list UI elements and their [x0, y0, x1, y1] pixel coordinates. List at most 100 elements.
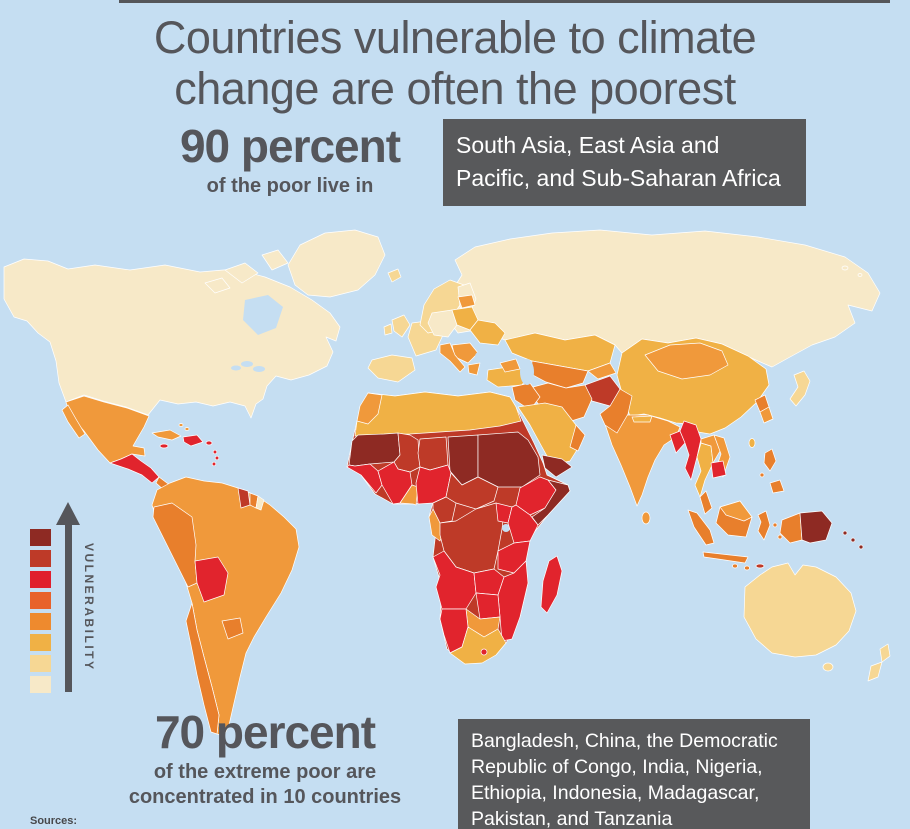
region-nepal	[631, 415, 653, 423]
region-west-papua	[779, 512, 803, 544]
region-jamaica	[159, 443, 169, 449]
region-japan	[789, 370, 811, 407]
region-antilles-c	[211, 461, 217, 467]
legend-label: VULNERABILITY	[82, 543, 96, 672]
region-new-zealand-north	[879, 643, 891, 663]
page-title: Countries vulnerable to climate change a…	[153, 12, 757, 115]
legend-swatch-8	[30, 676, 51, 693]
region-hispaniola	[182, 434, 204, 447]
region-saudi-arabia	[517, 402, 581, 466]
region-taiwan	[748, 438, 756, 448]
stat-90-value: 90 percent	[179, 120, 401, 172]
region-south-korea	[759, 406, 774, 424]
region-lesser-sunda-a	[732, 563, 738, 569]
region-great-lake-b	[253, 366, 265, 372]
region-cuba	[151, 429, 182, 441]
region-lesser-sunda-b	[744, 565, 750, 571]
region-black-sea	[475, 349, 505, 363]
region-bahamas-a	[178, 423, 184, 427]
region-borneo-malaysia	[719, 500, 753, 522]
region-bahamas-b	[184, 427, 190, 431]
region-mexico	[65, 395, 150, 464]
region-australia	[743, 562, 857, 658]
region-malay-peninsula	[699, 490, 713, 515]
region-lesotho	[480, 648, 488, 656]
region-paraguay	[221, 617, 244, 640]
region-north-america	[3, 258, 341, 419]
world-map	[3, 229, 891, 737]
region-great-lake-a	[241, 361, 253, 367]
region-angola	[432, 550, 477, 610]
stat-90-caption: of the poor live in	[206, 175, 374, 198]
region-iceland	[387, 268, 402, 283]
region-sri-lanka	[641, 511, 651, 525]
sources-label: Sources:	[30, 815, 78, 827]
region-arctic-isle-d	[841, 265, 849, 271]
region-north-africa	[354, 391, 522, 437]
region-pakistan	[599, 388, 633, 434]
region-philippines-mindanao	[769, 479, 785, 494]
region-central-african-republic	[445, 472, 499, 510]
region-iberia	[367, 354, 416, 383]
region-moluccas-a	[772, 522, 778, 528]
legend-swatch-7	[30, 655, 51, 672]
countries-box: Bangladesh, China, the Democratic Republ…	[458, 719, 810, 829]
region-sumatra	[687, 509, 715, 546]
region-puerto-rico	[205, 440, 213, 446]
region-kenya	[507, 504, 539, 544]
region-solomons-c	[858, 544, 864, 550]
stat-70-caption: of the extreme poor are concentrated in …	[128, 761, 402, 808]
region-niger	[417, 436, 449, 471]
legend-swatch-6	[30, 634, 51, 651]
region-greenland	[287, 229, 386, 298]
legend-swatch-5	[30, 613, 51, 630]
stat-70-percent: 70 percent of the extreme poor are conce…	[105, 708, 425, 809]
region-peru-ecuador	[152, 502, 198, 588]
region-antilles-a	[212, 449, 218, 455]
stat-90-percent: 90 percent of the poor live in	[140, 122, 440, 199]
legend-swatch-3	[30, 571, 51, 588]
legend-swatch-4	[30, 592, 51, 609]
region-madagascar	[540, 555, 563, 614]
region-mauritania	[348, 432, 401, 467]
region-cambodia	[710, 460, 727, 479]
region-solomons-a	[842, 530, 848, 536]
stat-70-value: 70 percent	[154, 706, 376, 758]
region-sulawesi	[757, 510, 771, 541]
region-greece	[467, 362, 481, 376]
region-caspian-sea	[520, 359, 534, 385]
region-timor	[755, 563, 765, 569]
region-myanmar	[679, 420, 702, 481]
region-oman	[569, 424, 586, 452]
region-ukraine	[469, 319, 506, 346]
region-italy	[439, 342, 466, 373]
region-central-america	[109, 453, 160, 484]
region-arctic-isle-e	[857, 273, 863, 277]
region-mongolia	[644, 342, 729, 380]
legend-swatch-1	[30, 529, 51, 546]
region-india	[603, 414, 681, 507]
region-morocco	[356, 392, 383, 425]
region-arctic-island-b	[261, 249, 289, 271]
region-yemen	[541, 454, 573, 478]
legend-swatches	[30, 529, 51, 697]
region-new-zealand-south	[867, 661, 883, 682]
top-edge-bar	[119, 0, 890, 3]
arrow-line	[65, 522, 72, 692]
region-kyrgyzstan-tajikistan	[587, 362, 617, 380]
legend-swatch-2	[30, 550, 51, 567]
region-papua-new-guinea	[799, 510, 833, 544]
region-zimbabwe	[475, 592, 501, 620]
region-french-guiana	[255, 495, 265, 511]
region-philippines-visayas	[759, 472, 765, 478]
region-bolivia	[194, 556, 229, 603]
region-united-kingdom	[391, 314, 411, 338]
regions-box: South Asia, East Asia and Pacific, and S…	[443, 119, 806, 206]
region-arctic-island-c	[204, 277, 231, 294]
region-philippines-luzon	[763, 448, 777, 472]
region-south-africa	[449, 626, 507, 665]
region-chile	[185, 602, 220, 735]
region-arctic-island-a	[224, 262, 259, 284]
region-tasmania	[822, 662, 834, 672]
